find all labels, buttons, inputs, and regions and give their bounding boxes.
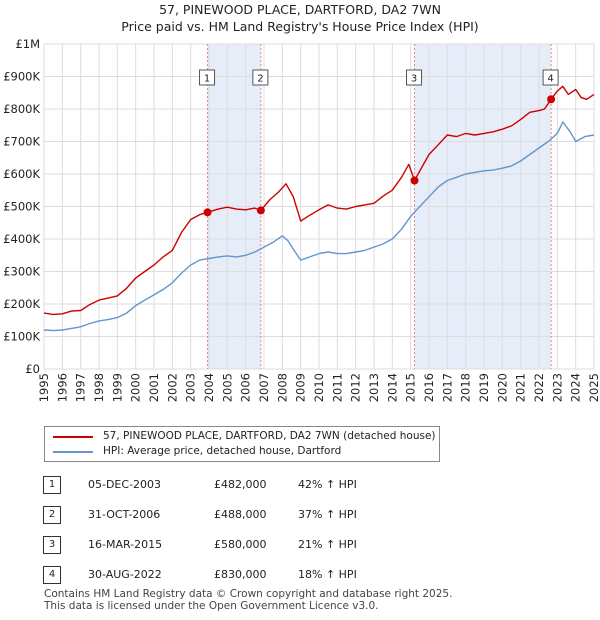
x-tick-label: 2002 <box>165 373 179 402</box>
x-tick-label: 2020 <box>495 373 509 402</box>
y-tick-label: £300K <box>3 265 40 279</box>
x-tick-label: 2006 <box>239 373 253 402</box>
footer-license: This data is licensed under the Open Gov… <box>44 600 379 612</box>
footer-copyright: Contains HM Land Registry data © Crown c… <box>44 588 453 600</box>
x-tick-label: 2010 <box>312 373 326 402</box>
x-tick-label: 2003 <box>184 373 198 402</box>
y-tick-label: £900K <box>3 70 40 84</box>
x-tick-label: 2004 <box>202 373 216 402</box>
x-tick-label: 2014 <box>385 373 399 402</box>
sale-point <box>547 95 556 104</box>
y-tick-label: £200K <box>3 297 40 311</box>
price-chart: £0 £100K £200K £300K £400K £500K £600K £700K £80… <box>3 37 600 402</box>
x-tick-label: 1995 <box>37 373 51 402</box>
sale-marker-box <box>252 69 269 86</box>
x-tick-label: 2007 <box>257 373 271 402</box>
sale-hpi-change: 37% ↑ HPI <box>298 508 357 521</box>
chart-title: 57, PINEWOOD PLACE, DARTFORD, DA2 7WN <box>159 2 441 17</box>
x-tick-label: 2013 <box>367 373 381 402</box>
x-tick-label: 2015 <box>404 373 418 402</box>
sale-point <box>256 206 265 215</box>
sale-marker-number: 3 <box>43 536 61 554</box>
x-tick-label: 2019 <box>477 373 491 402</box>
x-tick-label: 2018 <box>459 373 473 402</box>
sale-point <box>203 208 212 217</box>
sale-point <box>410 176 419 185</box>
y-tick-label: £500K <box>3 200 40 214</box>
sale-price: £482,000 <box>214 478 267 491</box>
x-tick-label: 2022 <box>532 373 546 402</box>
sale-hpi-change: 18% ↑ HPI <box>298 568 357 581</box>
sale-row: 1 05-DEC-2003 £482,000 42% ↑ HPI <box>0 476 600 494</box>
sale-marker-box <box>199 69 216 86</box>
sale-marker-label: 4 <box>547 74 553 85</box>
legend-label-property: 57, PINEWOOD PLACE, DARTFORD, DA2 7WN (d… <box>103 430 436 442</box>
x-tick-label: 2021 <box>514 373 528 402</box>
chart-legend: 57, PINEWOOD PLACE, DARTFORD, DA2 7WN (d… <box>44 426 440 462</box>
x-tick-label: 2009 <box>294 373 308 402</box>
y-tick-label: £400K <box>3 232 40 246</box>
sale-marker-number: 2 <box>43 506 61 524</box>
x-tick-label: 2000 <box>129 373 143 402</box>
footer-notice: Contains HM Land Registry data © Crown c… <box>44 588 452 612</box>
legend-label-hpi: HPI: Average price, detached house, Dart… <box>103 445 342 457</box>
y-tick-label: £800K <box>3 102 40 116</box>
sale-date: 30-AUG-2022 <box>88 568 162 581</box>
y-tick-label: £0 <box>25 362 40 376</box>
y-tick-label: £700K <box>3 135 40 149</box>
x-tick-label: 2025 <box>587 373 600 402</box>
x-tick-label: 1999 <box>110 373 124 402</box>
x-tick-label: 1996 <box>55 373 69 402</box>
sale-row: 3 16-MAR-2015 £580,000 21% ↑ HPI <box>0 536 600 554</box>
x-tick-label: 2008 <box>275 373 289 402</box>
hpi-line <box>43 121 595 332</box>
x-tick-label: 2012 <box>349 373 363 402</box>
legend-swatch-property <box>53 436 93 438</box>
x-tick-label: 2024 <box>569 373 583 402</box>
sale-date: 31-OCT-2006 <box>88 508 161 521</box>
sale-row: 4 30-AUG-2022 £830,000 18% ↑ HPI <box>0 566 600 584</box>
legend-swatch-hpi <box>53 451 93 453</box>
x-tick-label: 1997 <box>74 373 88 402</box>
property-price-line <box>43 85 595 316</box>
x-tick-label: 2001 <box>147 373 161 402</box>
sale-price: £830,000 <box>214 568 267 581</box>
chart-subtitle: Price paid vs. HM Land Registry's House … <box>121 19 479 34</box>
x-tick-label: 2011 <box>330 373 344 402</box>
sale-marker-number: 4 <box>43 566 61 584</box>
sale-marker-label: 3 <box>411 74 417 85</box>
sale-date: 16-MAR-2015 <box>88 538 163 551</box>
x-tick-label: 2023 <box>550 373 564 402</box>
sale-row: 2 31-OCT-2006 £488,000 37% ↑ HPI <box>0 506 600 524</box>
sale-price: £488,000 <box>214 508 267 521</box>
sale-marker-box <box>542 69 559 86</box>
x-tick-label: 1998 <box>92 373 106 402</box>
x-tick-label: 2016 <box>422 373 436 402</box>
sale-date: 05-DEC-2003 <box>88 478 162 491</box>
sale-marker-label: 2 <box>257 74 263 85</box>
y-tick-label: £600K <box>3 167 40 181</box>
y-tick-label: £100K <box>3 330 40 344</box>
x-tick-label: 2005 <box>220 373 234 402</box>
sale-price: £580,000 <box>214 538 267 551</box>
sale-marker-label: 1 <box>204 74 210 85</box>
x-tick-label: 2017 <box>440 373 454 402</box>
sale-marker-box <box>406 69 423 86</box>
sale-hpi-change: 42% ↑ HPI <box>298 478 357 491</box>
sale-hpi-change: 21% ↑ HPI <box>298 538 357 551</box>
sale-marker-number: 1 <box>43 476 61 494</box>
y-tick-label: £1M <box>15 37 40 51</box>
